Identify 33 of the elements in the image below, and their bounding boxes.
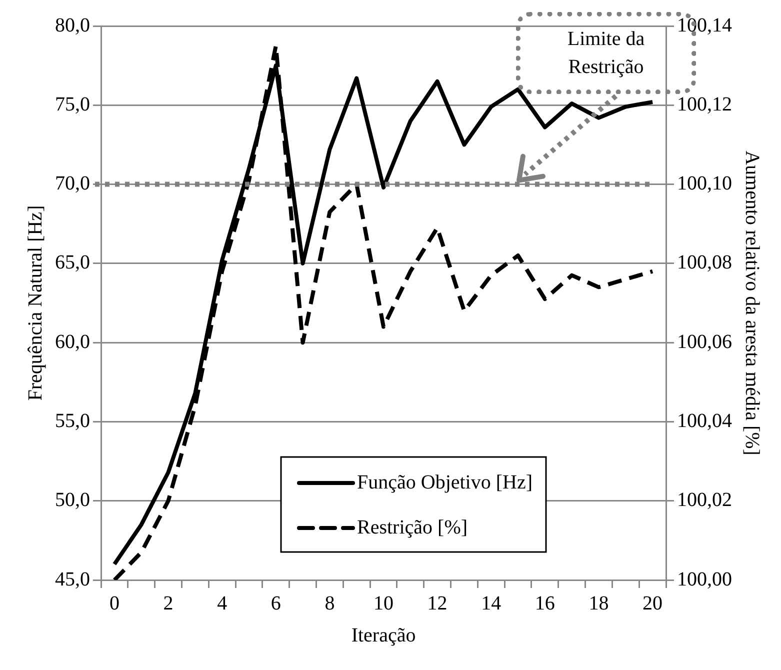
x-tick-label: 4 bbox=[217, 592, 228, 614]
y2-tick-label: 100,12 bbox=[677, 93, 732, 116]
legend-label: Restrição [%] bbox=[357, 516, 468, 538]
y2-tick-label: 100,04 bbox=[677, 410, 732, 432]
y-tick-label: 75,0 bbox=[55, 93, 90, 116]
y2-tick-label: 100,14 bbox=[677, 14, 732, 36]
x-tick-label: 10 bbox=[374, 592, 394, 614]
x-tick-label: 2 bbox=[163, 592, 174, 614]
y2-tick-label: 100,00 bbox=[677, 568, 732, 590]
annotation: Limite da Restrição bbox=[566, 27, 646, 80]
legend-label: Função Objetivo [Hz] bbox=[357, 471, 533, 494]
x-tick-label: 8 bbox=[324, 592, 335, 614]
x-tick-label: 18 bbox=[588, 592, 609, 614]
y2-tick-label: 100,10 bbox=[677, 172, 732, 195]
x-tick-label: 16 bbox=[534, 592, 555, 614]
y-axis-title: Frequência Natural [Hz] bbox=[24, 205, 46, 401]
y-tick-label: 50,0 bbox=[55, 489, 90, 512]
y2-tick-label: 100,08 bbox=[677, 252, 732, 274]
y-tick-label: 55,0 bbox=[55, 410, 90, 432]
y-tick-label: 80,0 bbox=[55, 14, 90, 36]
x-tick-label: 0 bbox=[109, 592, 120, 614]
x-tick-label: 12 bbox=[427, 592, 448, 614]
x-axis-title: Iteração bbox=[351, 624, 416, 646]
y2-tick-label: 100,06 bbox=[677, 330, 732, 353]
y-tick-label: 65,0 bbox=[55, 252, 90, 274]
y2-axis-title: Aumento relativo da aresta média [%] bbox=[740, 150, 763, 456]
x-tick-label: 14 bbox=[481, 592, 502, 614]
y-tick-label: 70,0 bbox=[55, 172, 90, 195]
y-tick-label: 45,0 bbox=[55, 568, 90, 590]
x-tick-label: 20 bbox=[642, 592, 663, 614]
x-tick-label: 6 bbox=[270, 592, 281, 614]
y-tick-label: 60,0 bbox=[55, 330, 90, 353]
y2-tick-label: 100,02 bbox=[677, 489, 732, 512]
